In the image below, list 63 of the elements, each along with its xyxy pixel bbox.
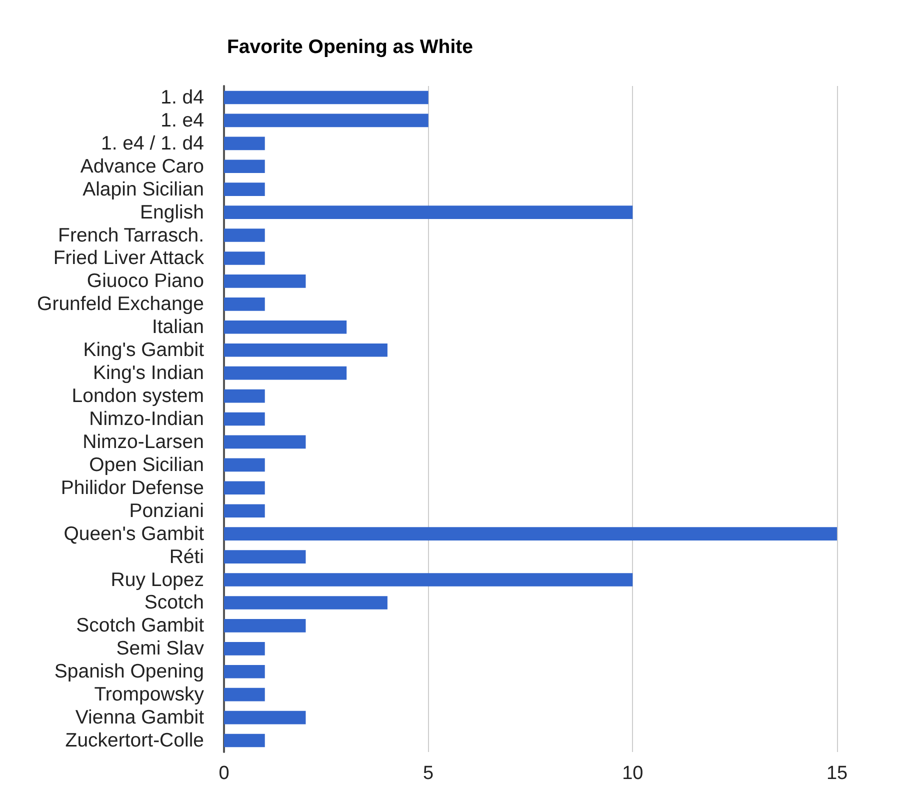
- bar: [224, 228, 265, 242]
- bar: [224, 320, 347, 334]
- bar: [224, 642, 265, 656]
- bar: [224, 136, 265, 150]
- y-tick-label: Giuoco Piano: [86, 270, 204, 292]
- y-tick-label: 1. d4: [160, 86, 204, 108]
- y-tick-label: Queen's Gambit: [64, 522, 205, 545]
- bar: [224, 274, 306, 288]
- y-tick-label: Réti: [169, 546, 204, 568]
- y-tick-label: Semi Slav: [116, 638, 204, 660]
- y-tick-label: London system: [72, 385, 204, 408]
- bar: [224, 710, 306, 724]
- bar: [224, 481, 265, 495]
- y-tick-label: Nimzo-Larsen: [82, 430, 204, 453]
- bar: [224, 596, 388, 610]
- bar: [224, 412, 265, 426]
- y-tick-label: Ponziani: [129, 500, 204, 522]
- y-tick-label: King's Indian: [92, 362, 204, 384]
- x-tick-label: 0: [218, 763, 230, 784]
- bar: [224, 206, 633, 219]
- y-tick-label: Scotch Gambit: [76, 614, 205, 637]
- bar: [224, 252, 265, 265]
- y-tick-label: Advance Caro: [80, 155, 204, 178]
- y-tick-label: Fried Liver Attack: [53, 247, 204, 270]
- y-tick-label: Grunfeld Exchange: [37, 293, 204, 316]
- bar: [224, 527, 837, 540]
- x-tick-label: 10: [622, 763, 644, 784]
- bar: [224, 114, 428, 128]
- y-tick-label: 1. e4 / 1. d4: [101, 132, 204, 154]
- y-tick-label: French Tarrasch.: [58, 224, 204, 246]
- y-tick-label: Zuckertort-Colle: [65, 730, 204, 752]
- y-tick-label: Trompowsky: [94, 684, 204, 706]
- bar: [224, 90, 428, 104]
- y-tick-label: Open Sicilian: [89, 454, 204, 476]
- bar: [224, 182, 265, 196]
- bar: [224, 664, 265, 678]
- x-tick-label: 5: [423, 763, 434, 784]
- x-tick-label: 15: [826, 763, 848, 784]
- y-tick-label: Nimzo-Indian: [89, 408, 204, 430]
- bar: [224, 389, 265, 403]
- bar: [224, 366, 347, 380]
- bar: [224, 619, 306, 632]
- y-tick-label: Philidor Defense: [60, 476, 204, 499]
- y-tick-label: Scotch: [144, 592, 204, 614]
- chart-title: Favorite Opening as White: [227, 36, 474, 58]
- bar: [224, 504, 265, 518]
- y-tick-label: Italian: [152, 316, 204, 338]
- y-tick-label: English: [140, 201, 204, 224]
- y-tick-label: Vienna Gambit: [75, 706, 205, 729]
- y-tick-label: King's Gambit: [83, 339, 205, 362]
- bar: [224, 573, 633, 586]
- bar: [224, 458, 265, 472]
- y-tick-label: Spanish Opening: [54, 660, 204, 683]
- bar: [224, 343, 388, 357]
- bar: [224, 435, 306, 449]
- bar: [224, 688, 265, 702]
- bar: [224, 298, 265, 311]
- y-tick-label: Ruy Lopez: [110, 568, 204, 591]
- y-tick-label: Alapin Sicilian: [82, 178, 204, 200]
- y-tick-label: 1. e4: [160, 109, 204, 132]
- bar: [224, 160, 265, 174]
- bar: [224, 550, 306, 564]
- bar: [224, 734, 265, 748]
